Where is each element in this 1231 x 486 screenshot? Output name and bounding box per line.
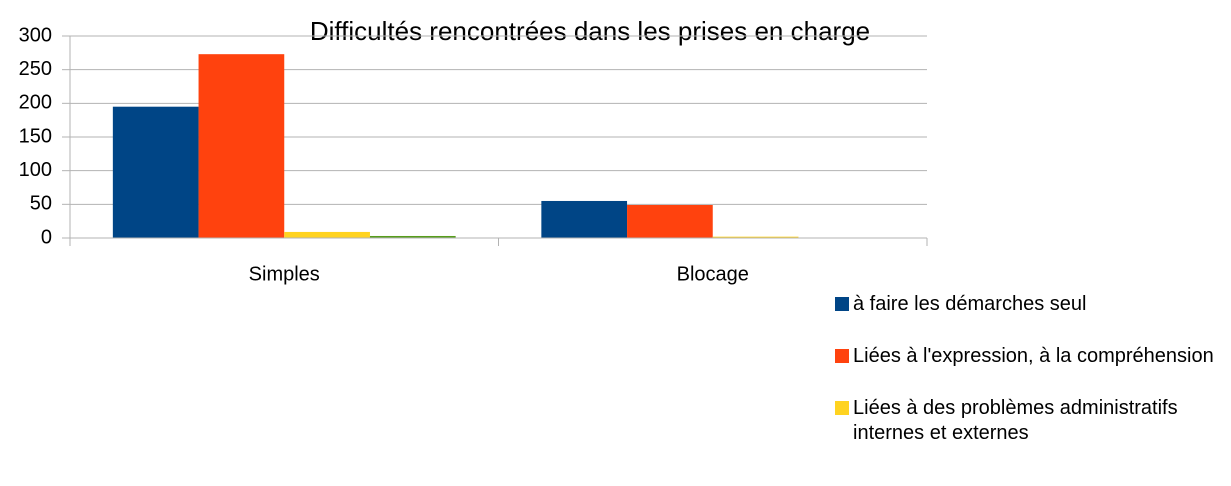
legend-entry: Liées à l'expression, à la compréhension	[835, 344, 1215, 369]
legend-label: Liées à des problèmes adminis­tratifs in…	[853, 397, 1178, 444]
legend-swatch	[835, 349, 849, 363]
bar	[198, 54, 285, 239]
y-tick-label: 150	[19, 125, 52, 147]
legend-entry: Liées à des problèmes adminis­tratifs in…	[835, 396, 1215, 446]
bar	[284, 231, 370, 238]
y-tick-label: 300	[19, 24, 52, 46]
y-tick-label: 0	[41, 226, 52, 248]
legend-swatch	[835, 297, 849, 311]
y-tick-label: 100	[19, 159, 52, 181]
y-tick-label: 200	[19, 92, 52, 114]
bar	[369, 235, 456, 238]
chart-title: Difficultés rencontrées dans les prises …	[310, 16, 870, 46]
bar	[712, 236, 799, 238]
legend-entry: à faire les démarches seul	[835, 292, 1215, 317]
x-tick-label: Simples	[249, 263, 320, 285]
legend: à faire les démarches seul Liées à l'expr…	[835, 292, 1215, 473]
bar	[541, 200, 628, 238]
x-tick-label: Blocage	[677, 263, 749, 285]
legend-swatch	[835, 401, 849, 415]
legend-label: Liées à l'expression, à la compréhension	[853, 345, 1214, 367]
legend-label: à faire les démarches seul	[853, 293, 1087, 315]
y-tick-label: 250	[19, 58, 52, 80]
y-tick-label: 50	[30, 193, 52, 215]
bar	[627, 205, 713, 238]
bar	[112, 106, 199, 238]
